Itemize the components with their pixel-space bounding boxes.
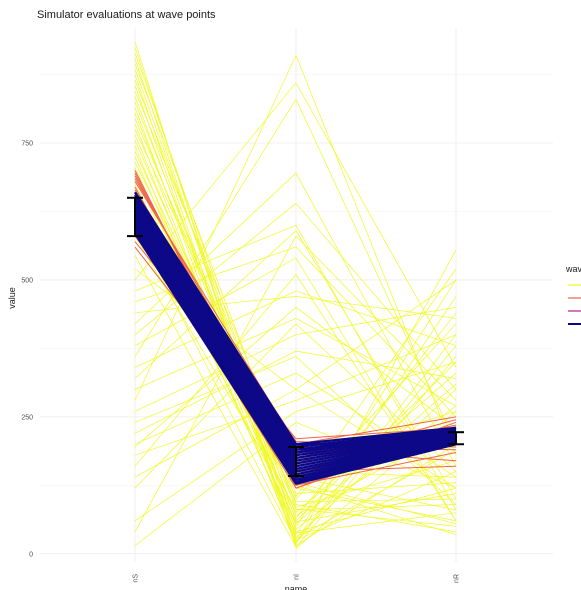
series-line [133, 205, 457, 460]
error-bar-nR [448, 431, 464, 446]
error-bar-nS [127, 196, 143, 238]
x-tick-label-nI: nI [294, 574, 301, 580]
series-line [134, 101, 457, 533]
legend-title: wave [565, 264, 581, 274]
series-line [134, 107, 457, 544]
series-line [133, 197, 457, 481]
series-line [134, 200, 457, 462]
series-line [134, 134, 457, 525]
x-axis-title: name [285, 584, 308, 590]
grid-layer [40, 28, 553, 562]
series-line [134, 123, 457, 535]
series-line [134, 235, 457, 527]
series-line [134, 334, 457, 456]
x-tick-label-nR: nR [454, 574, 461, 583]
chart-title: Simulator evaluations at wave points [37, 9, 216, 21]
series-line [134, 230, 457, 500]
series-line [134, 82, 457, 368]
series-line [134, 421, 457, 546]
y-axis-title: value [7, 287, 17, 309]
legend: wave [565, 264, 581, 325]
y-tick-label: 750 [21, 141, 33, 148]
axis-layer: 0 250 500 750 nS nI nR [21, 141, 460, 583]
error-bar-nI [288, 445, 304, 478]
series-line [134, 279, 457, 478]
series-line [134, 350, 457, 434]
series-line [134, 290, 457, 368]
series-line [134, 306, 457, 412]
series-line [134, 140, 457, 508]
series-line [134, 74, 457, 546]
series-line [134, 96, 457, 527]
series-line [134, 317, 457, 407]
series-line [134, 235, 457, 533]
series-line [134, 202, 456, 446]
series-line [134, 255, 457, 548]
series-line [134, 118, 457, 494]
series-line [133, 213, 457, 484]
y-tick-label: 0 [29, 551, 33, 558]
series-line [134, 361, 457, 522]
errorbar-layer [127, 196, 464, 478]
y-tick-label: 500 [21, 277, 33, 284]
y-tick-label: 250 [21, 414, 33, 421]
series-line [134, 306, 457, 448]
x-tick-label-nS: nS [133, 574, 140, 583]
series-line [134, 225, 457, 543]
